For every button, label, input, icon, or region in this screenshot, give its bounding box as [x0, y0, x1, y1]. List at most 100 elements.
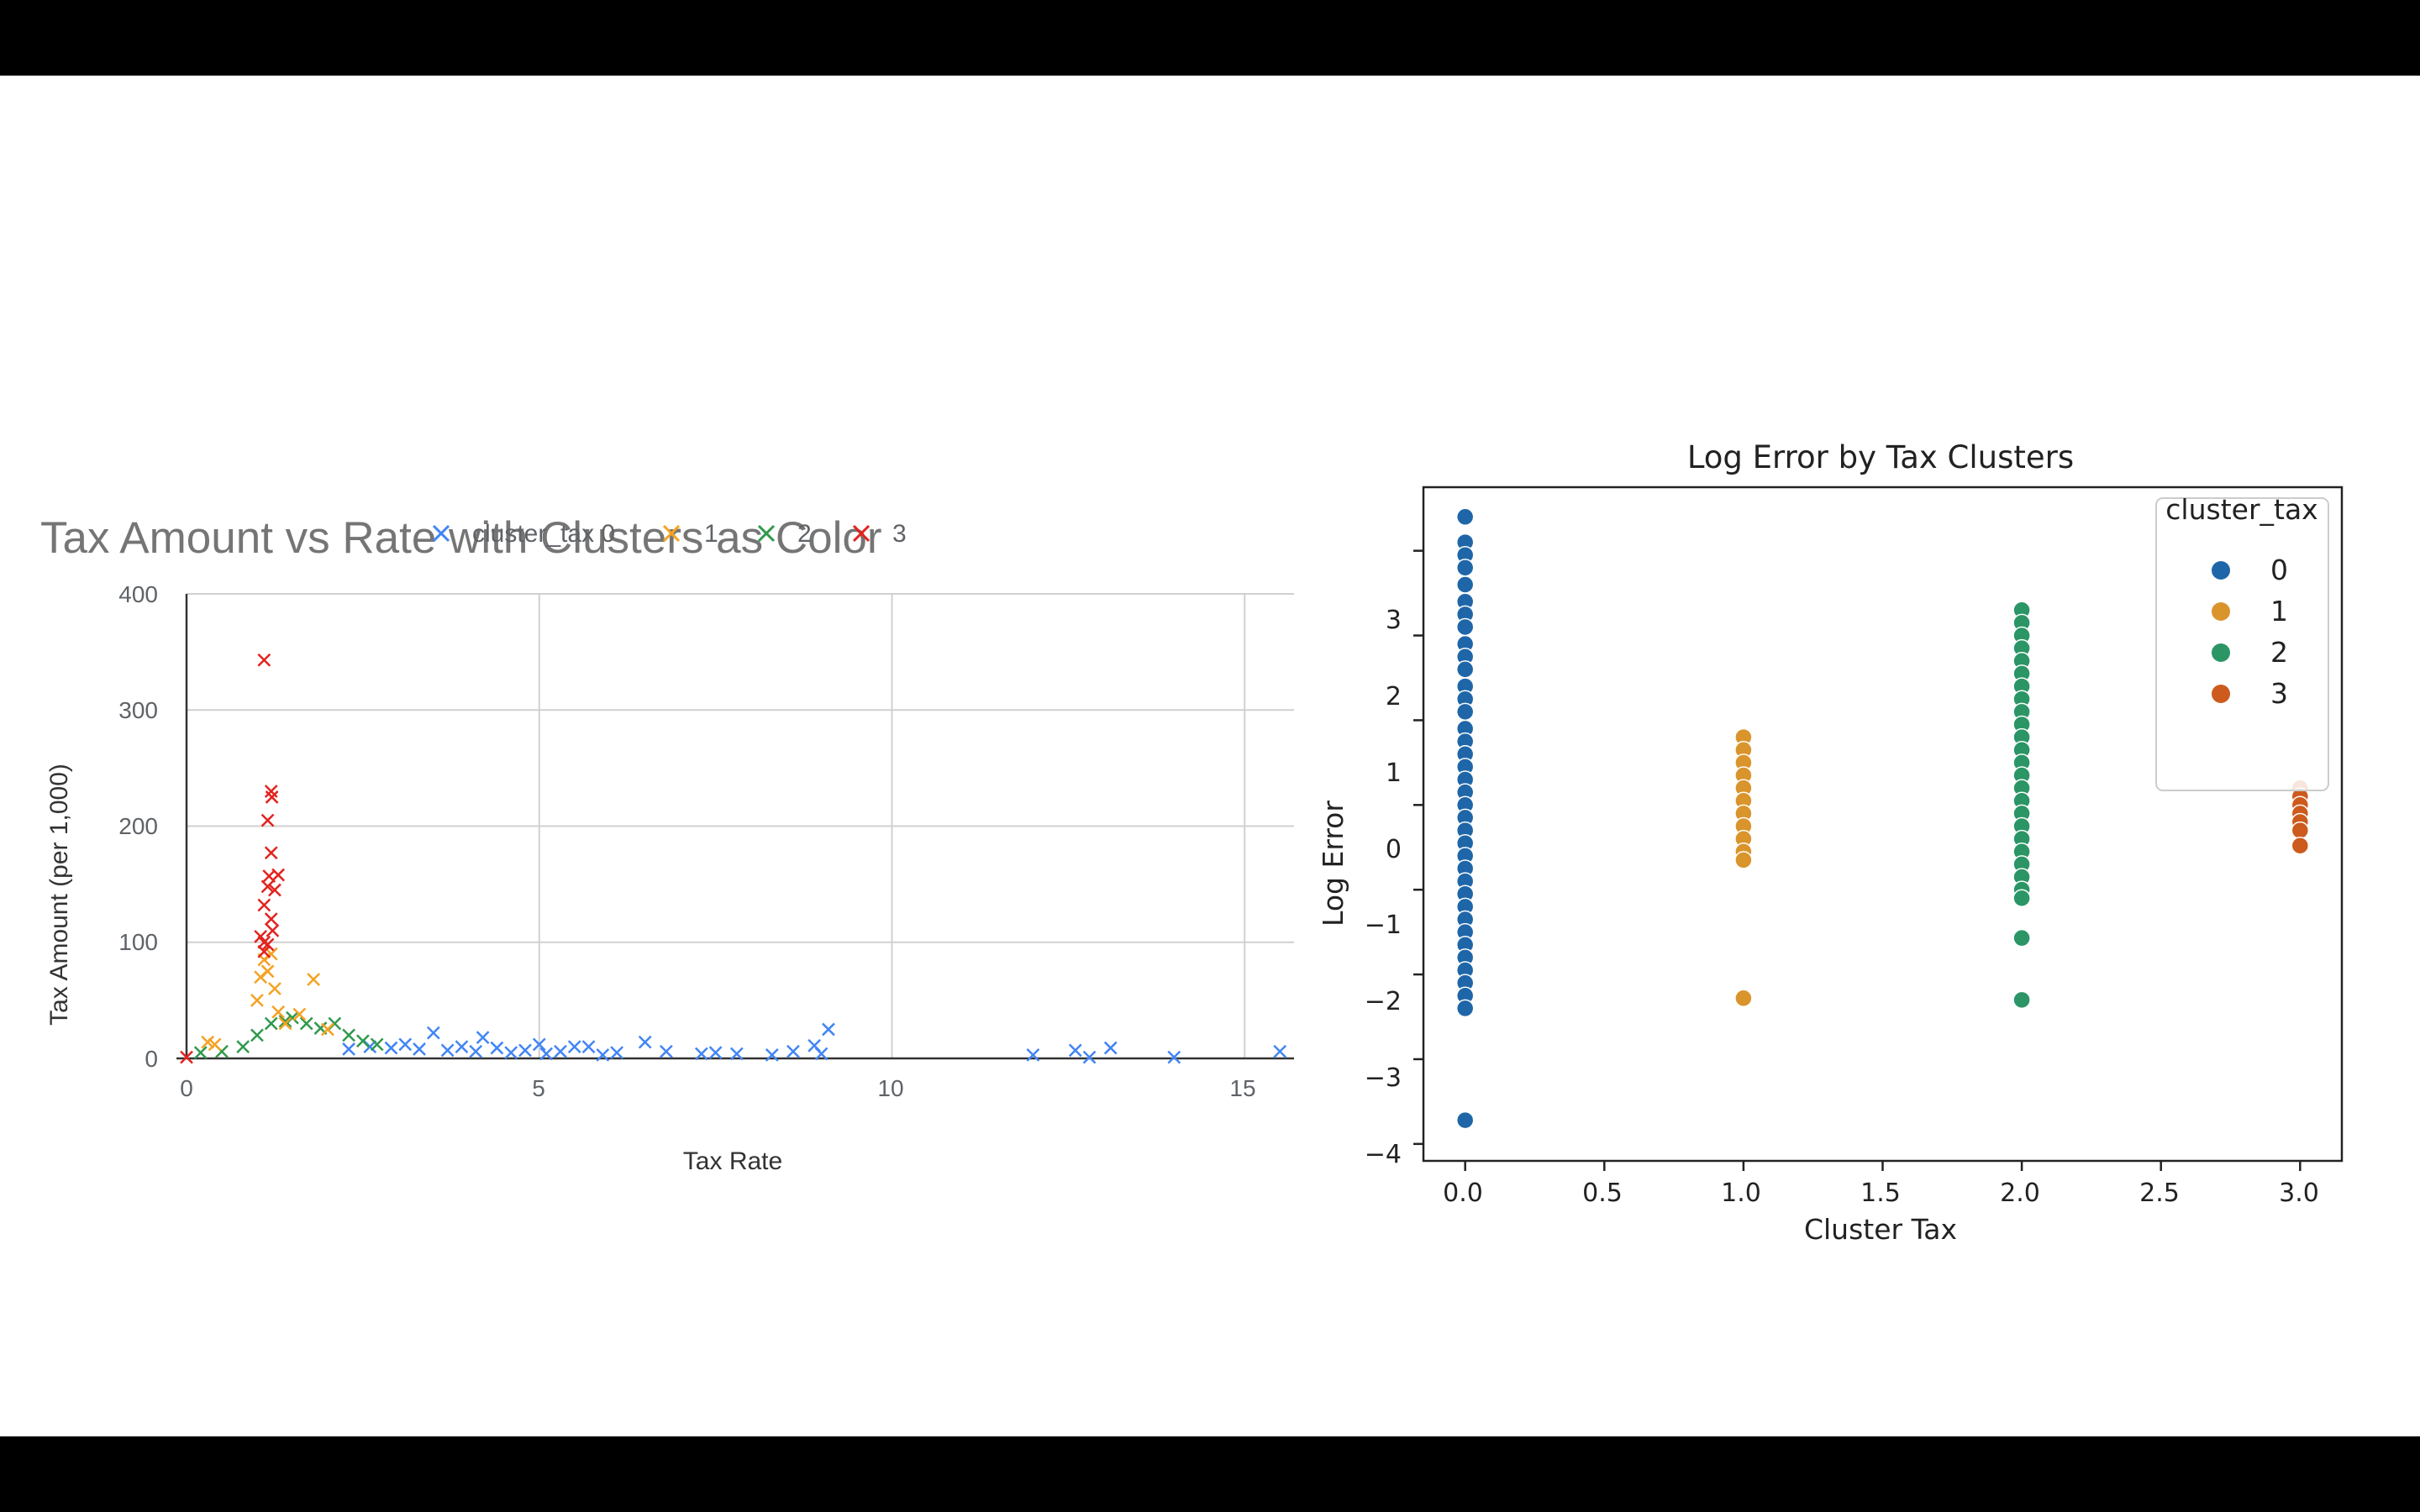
left-x-axis-label: Tax Rate: [683, 1147, 782, 1175]
left-data-point: [264, 1016, 278, 1031]
right-data-point: [1455, 617, 1475, 637]
left-data-point: [1082, 1050, 1097, 1064]
left-chart: 0 100 200 300 400 0 5 10 15 Tax Rate Tax…: [45, 520, 1294, 1175]
right-x-axis-label: Cluster Tax: [1804, 1213, 1957, 1246]
left-data-point: [708, 1046, 723, 1059]
left-data-point: [268, 982, 281, 995]
legend-marker-cluster-2: [757, 524, 776, 543]
right-y-tick-label: 2: [1386, 682, 1402, 711]
legend-label-cluster-2: 2: [2270, 636, 2288, 669]
left-data-point: [257, 653, 271, 667]
right-x-tick-label: 0.0: [1443, 1179, 1483, 1208]
right-legend-title: cluster_tax: [2165, 493, 2317, 526]
left-data-point: [786, 1044, 800, 1058]
left-y-tick-label: 0: [145, 1046, 158, 1072]
left-data-point: [264, 846, 278, 860]
left-data-point: [321, 1022, 334, 1037]
left-data-point: [822, 1022, 835, 1037]
left-data-point: [342, 1028, 355, 1042]
left-data-point: [260, 813, 275, 827]
left-x-tick-label: 15: [1229, 1075, 1255, 1101]
left-data-point: [554, 1044, 567, 1058]
left-chart-points: [180, 653, 1287, 1064]
left-chart-title: Tax Amount vs Rate with Clusters as Colo…: [40, 513, 882, 563]
right-y-tick-label: −2: [1365, 987, 1402, 1016]
left-data-point: [504, 1046, 518, 1059]
right-x-tick-label: 1.0: [1721, 1179, 1761, 1208]
left-data-point: [765, 1047, 779, 1062]
legend-dot-cluster-0: [2212, 561, 2230, 580]
right-legend-box: [2155, 497, 2329, 791]
left-data-point: [271, 868, 286, 882]
left-data-point: [469, 1044, 483, 1058]
right-y-tick-label: 1: [1386, 759, 1402, 788]
left-data-point: [610, 1046, 623, 1059]
left-data-point: [1103, 1041, 1118, 1055]
left-data-point: [264, 947, 278, 961]
left-x-tick-label: 10: [877, 1075, 903, 1101]
left-data-point: [581, 1040, 596, 1054]
right-x-tick-label: 3.0: [2279, 1179, 2319, 1208]
left-y-tick-label: 400: [118, 581, 158, 607]
left-data-point: [567, 1040, 581, 1054]
right-data-point: [1455, 660, 1475, 679]
left-data-point: [271, 1005, 286, 1019]
right-data-point: [1455, 1110, 1475, 1130]
right-y-tick-label: 0: [1386, 835, 1402, 864]
left-data-point: [518, 1043, 532, 1058]
left-data-point: [278, 1016, 292, 1031]
right-data-point: [1455, 575, 1475, 594]
right-y-tick-label: 3: [1386, 606, 1402, 635]
legend-label-cluster-0: cluster_tax 0: [472, 520, 615, 548]
left-x-tick-label: 0: [180, 1075, 193, 1101]
left-data-point: [257, 898, 271, 912]
left-data-point: [1167, 1050, 1181, 1064]
bottom-letterbox: [0, 1436, 2420, 1512]
left-data-point: [193, 1046, 208, 1059]
legend-marker-cluster-1: [662, 524, 681, 543]
left-data-point: [638, 1035, 652, 1049]
left-data-point: [355, 1034, 370, 1048]
right-chart-title: Log Error by Tax Clusters: [1687, 439, 2074, 475]
left-data-point: [476, 1031, 490, 1044]
left-data-point: [260, 937, 275, 952]
right-x-tick-label: 0.5: [1582, 1179, 1623, 1208]
right-chart-points: [1455, 507, 2310, 1130]
right-data-point: [2012, 990, 2031, 1010]
legend-marker-cluster-3: [852, 524, 871, 543]
legend-label-cluster-0: 0: [2270, 554, 2288, 586]
left-chart-axes: [176, 594, 1294, 1060]
left-data-point: [455, 1040, 469, 1054]
left-data-point: [260, 964, 275, 979]
left-data-point: [659, 1044, 673, 1058]
left-data-point: [596, 1047, 610, 1062]
right-data-point: [2291, 821, 2310, 840]
left-data-point: [370, 1037, 384, 1052]
right-x-tick-label: 1.5: [1860, 1179, 1901, 1208]
right-x-tick-label: 2.0: [2000, 1179, 2040, 1208]
right-data-point: [1455, 559, 1475, 577]
slide-area: Tax Amount vs Rate with Clusters as Colo…: [0, 76, 2420, 1436]
right-data-point: [2012, 928, 2031, 948]
legend-dot-cluster-2: [2212, 643, 2230, 662]
right-chart: Log Error by Tax Clusters −4 −3 −2 −1 0 …: [1317, 439, 2344, 1246]
left-data-point: [250, 993, 264, 1007]
left-y-tick-label: 300: [118, 697, 158, 723]
right-data-point: [1734, 989, 1753, 1008]
legend-label-cluster-1: 1: [2270, 595, 2288, 627]
left-data-point: [307, 973, 320, 986]
right-y-tick-label: −4: [1365, 1140, 1402, 1169]
left-data-point: [180, 1050, 193, 1064]
right-y-tick-label: −3: [1365, 1063, 1402, 1093]
left-chart-legend: cluster_tax 0 1 2 3: [432, 520, 907, 548]
left-data-point: [694, 1047, 708, 1061]
left-data-point: [814, 1047, 829, 1061]
left-data-point: [342, 1042, 355, 1056]
legend-dot-cluster-1: [2212, 602, 2230, 621]
left-data-point: [236, 1040, 250, 1054]
left-x-tick-label: 5: [532, 1075, 545, 1101]
legend-marker-cluster-0: [432, 524, 450, 543]
left-data-point: [260, 879, 275, 894]
legend-dot-cluster-3: [2212, 685, 2230, 703]
left-y-tick-label: 100: [118, 929, 158, 955]
